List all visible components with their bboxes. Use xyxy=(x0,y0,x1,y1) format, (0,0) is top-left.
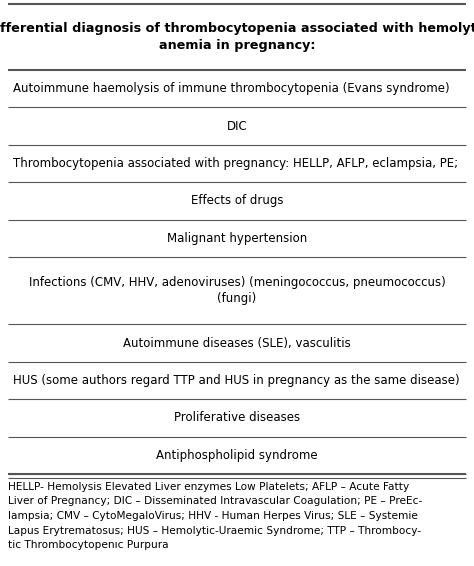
Text: Thrombocytopenia associated with pregnancy: HELLP, AFLP, eclampsia, PE;: Thrombocytopenia associated with pregnan… xyxy=(13,157,458,170)
Text: Autoimmune haemolysis of immune thrombocytopenia (Evans syndrome): Autoimmune haemolysis of immune thromboc… xyxy=(13,82,450,95)
Text: Autoimmune diseases (SLE), vasculitis: Autoimmune diseases (SLE), vasculitis xyxy=(123,337,351,350)
Text: HELLP- Hemolysis Elevated Liver enzymes Low Platelets; AFLP – Acute Fatty: HELLP- Hemolysis Elevated Liver enzymes … xyxy=(8,482,409,492)
Text: Antiphospholipid syndrome: Antiphospholipid syndrome xyxy=(156,449,318,462)
Text: Liver of Pregnancy; DIC – Disseminated Intravascular Coagulation; PE – PreEc-: Liver of Pregnancy; DIC – Disseminated I… xyxy=(8,496,422,507)
Text: Lapus Erytrematosus; HUS – Hemolytic-Uraemic Syndrome; TTP – Thrombocy-: Lapus Erytrematosus; HUS – Hemolytic-Ura… xyxy=(8,525,421,535)
Text: DIC: DIC xyxy=(227,119,247,132)
Text: Malignant hypertension: Malignant hypertension xyxy=(167,232,307,245)
Text: Infections (CMV, HHV, adenoviruses) (meningococcus, pneumococcus)
(fungi): Infections (CMV, HHV, adenoviruses) (men… xyxy=(28,276,446,305)
Text: lampsia; CMV – CytoMegaloVirus; HHV - Human Herpes Virus; SLE – Systemie: lampsia; CMV – CytoMegaloVirus; HHV - Hu… xyxy=(8,511,418,521)
Text: HUS (some authors regard TTP and HUS in pregnancy as the same disease): HUS (some authors regard TTP and HUS in … xyxy=(13,374,460,387)
Text: Effects of drugs: Effects of drugs xyxy=(191,195,283,207)
Text: Differential diagnosis of thrombocytopenia associated with hemolytic
anemia in p: Differential diagnosis of thrombocytopen… xyxy=(0,22,474,52)
Text: tic Thrombocytopenıc Purpura: tic Thrombocytopenıc Purpura xyxy=(8,540,169,550)
Text: Proliferative diseases: Proliferative diseases xyxy=(174,411,300,424)
